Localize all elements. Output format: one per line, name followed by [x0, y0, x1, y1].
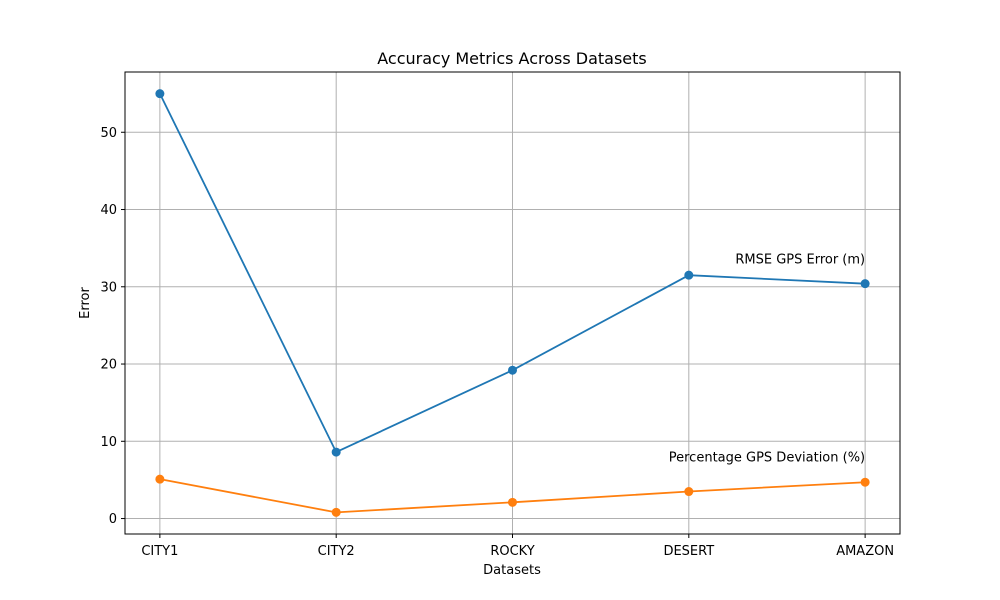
series-layer — [155, 89, 870, 517]
y-tick-label: 50 — [100, 126, 117, 141]
y-tick-label: 30 — [100, 280, 117, 295]
y-tick-label: 40 — [100, 203, 117, 218]
series-0-point — [684, 270, 694, 280]
x-tick-label: AMAZON — [836, 544, 894, 559]
series-0-point — [508, 365, 517, 375]
series-0-point — [860, 279, 870, 289]
series-1-point — [508, 497, 517, 507]
x-tick-label: CITY1 — [141, 544, 178, 559]
x-axis-label: Datasets — [483, 563, 541, 578]
tick-layer: CITY1 CITY2 ROCKY DESERT AMAZON 0 10 20 30 40 50 — [100, 126, 894, 559]
series-0-point — [155, 89, 165, 99]
y-axis-label: Error — [78, 287, 93, 319]
y-tick-label: 10 — [100, 435, 117, 450]
series-1-point — [684, 487, 694, 497]
x-tick-label: CITY2 — [318, 544, 355, 559]
x-tick-label: DESERT — [663, 544, 714, 559]
series-1-point — [155, 474, 165, 484]
annotation-label: RMSE GPS Error (m) — [735, 253, 865, 268]
x-tick-label: ROCKY — [490, 544, 534, 559]
y-tick-label: 20 — [100, 358, 117, 373]
annotation-label: Percentage GPS Deviation (%) — [669, 450, 865, 465]
annotation-layer: RMSE GPS Error (m) Percentage GPS Deviati… — [669, 253, 865, 466]
grid-layer — [125, 72, 900, 534]
series-0-point — [331, 447, 341, 457]
series-1-point — [331, 507, 341, 517]
chart-title: Accuracy Metrics Across Datasets — [377, 49, 647, 68]
series-1-point — [860, 477, 870, 487]
y-tick-label: 0 — [109, 512, 117, 527]
